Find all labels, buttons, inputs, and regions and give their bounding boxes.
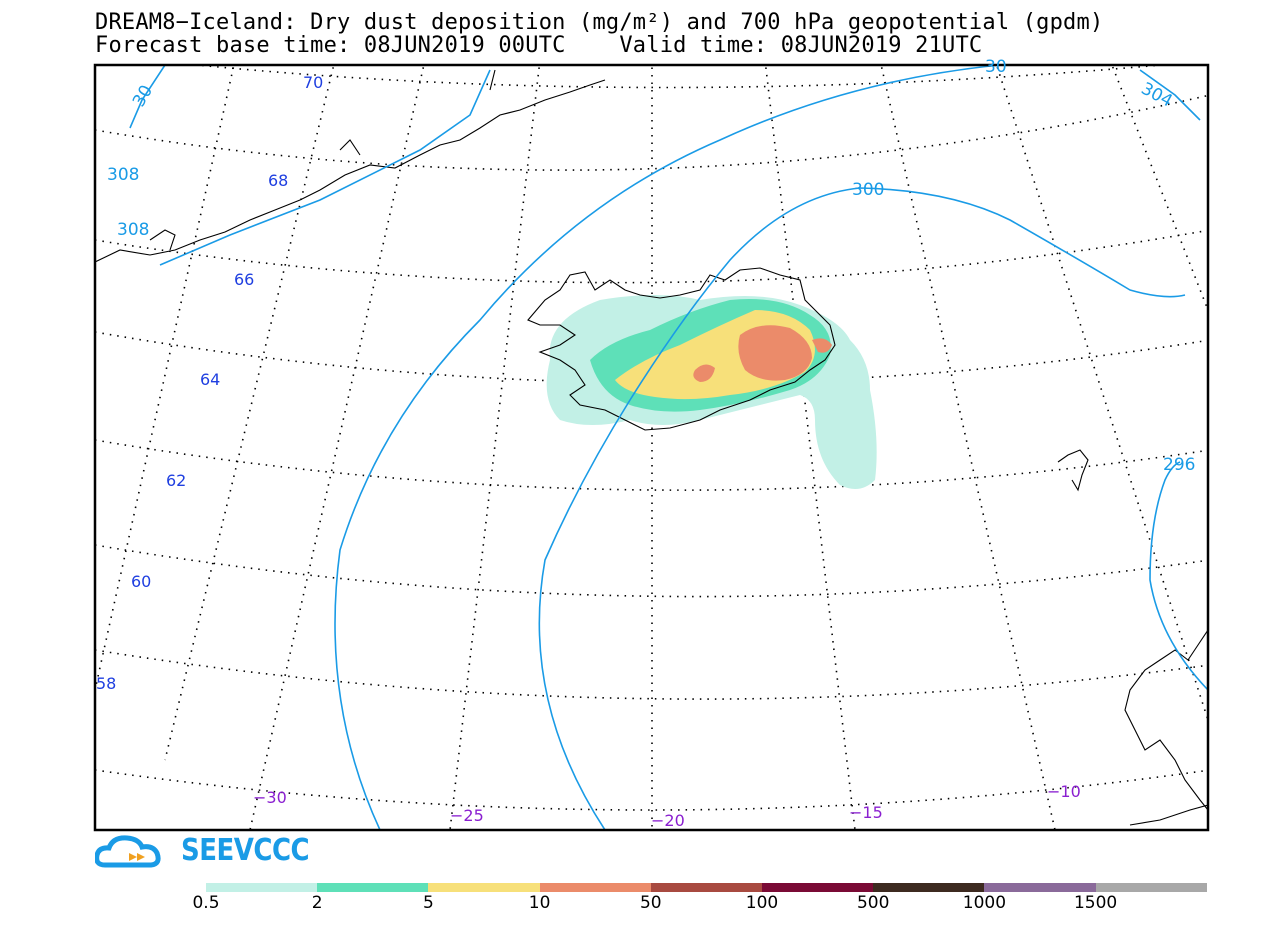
latitude-label-58: 58 bbox=[96, 674, 116, 693]
coastlines bbox=[95, 69, 1208, 826]
legend-swatch-5 bbox=[761, 883, 874, 892]
contour-label-304: 304 bbox=[1138, 79, 1176, 112]
brand-name: SEEVCCC bbox=[181, 833, 310, 869]
contour-label-top-left: 30 bbox=[129, 82, 157, 111]
legend-label-7: 1000 bbox=[962, 893, 1007, 913]
latitude-label-68: 68 bbox=[268, 171, 288, 190]
legend-labels: 0.5 2 5 10 50 100 500 1000 1500 bbox=[0, 893, 1271, 913]
latitude-label-70: 70 bbox=[303, 73, 323, 92]
latitude-label-62: 62 bbox=[166, 471, 186, 490]
legend-label-0: 0.5 bbox=[192, 893, 220, 913]
map-title: DREAM8−Iceland: Dry dust deposition (mg/… bbox=[95, 10, 1104, 35]
map-subtitle: Forecast base time: 08JUN2019 00UTC Vali… bbox=[95, 33, 983, 58]
longitude-label-20w: −20 bbox=[651, 811, 685, 830]
legend-swatch-7 bbox=[984, 883, 1096, 892]
contour-label-296: 296 bbox=[1163, 455, 1195, 475]
legend-swatch-8 bbox=[1095, 883, 1207, 892]
legend-label-8: 1500 bbox=[1073, 893, 1118, 913]
legend-swatch-6 bbox=[873, 883, 985, 892]
legend-label-2: 5 bbox=[422, 893, 434, 913]
contour-label-300: 300 bbox=[852, 180, 884, 200]
longitude-label-15w: −15 bbox=[849, 803, 883, 822]
legend-label-5: 100 bbox=[745, 893, 779, 913]
cloud-icon bbox=[95, 835, 161, 868]
longitude-gridlines bbox=[95, 65, 1208, 830]
dust-deposition-shading bbox=[546, 295, 877, 489]
contour-label-308b: 308 bbox=[117, 220, 149, 240]
legend-label-3: 10 bbox=[528, 893, 551, 913]
legend-label-6: 500 bbox=[856, 893, 890, 913]
latitude-gridlines bbox=[95, 65, 1208, 811]
map-frame bbox=[93, 63, 1210, 832]
latitude-label-60: 60 bbox=[131, 572, 151, 591]
legend-label-1: 2 bbox=[311, 893, 323, 913]
seevccc-logo: SEEVCCC bbox=[95, 833, 310, 869]
contour-label-top: 30 bbox=[985, 57, 1007, 77]
contour-label-308: 308 bbox=[107, 165, 139, 185]
legend-swatch-2 bbox=[428, 883, 540, 892]
longitude-label-30w: −30 bbox=[253, 788, 287, 807]
longitude-label-10w: −10 bbox=[1047, 782, 1081, 801]
latitude-label-66: 66 bbox=[234, 270, 254, 289]
longitude-label-25w: −25 bbox=[450, 806, 484, 825]
geopotential-contours bbox=[129, 65, 1208, 830]
legend-label-4: 50 bbox=[639, 893, 662, 913]
color-legend bbox=[206, 883, 1207, 892]
latitude-label-64: 64 bbox=[200, 370, 220, 389]
legend-swatch-0 bbox=[206, 883, 318, 892]
legend-swatch-4 bbox=[650, 883, 762, 892]
legend-swatch-1 bbox=[317, 883, 429, 892]
legend-swatch-3 bbox=[539, 883, 651, 892]
